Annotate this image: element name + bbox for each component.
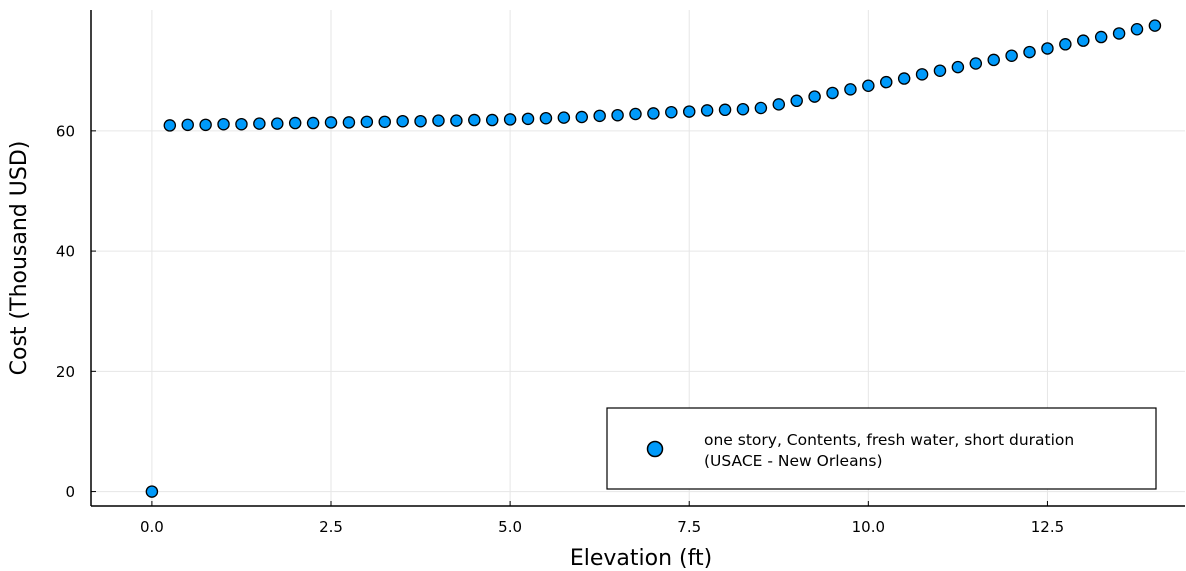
data-point [253, 117, 266, 130]
data-point [1112, 27, 1126, 40]
data-point [1094, 30, 1108, 44]
data-point [772, 98, 786, 111]
data-point [718, 103, 732, 117]
grid [91, 10, 1185, 506]
y-tick-label: 20 [56, 363, 75, 381]
data-point [790, 94, 803, 108]
data-point [539, 111, 553, 125]
legend-label-line-1: one story, Contents, fresh water, short … [704, 431, 1074, 449]
x-tick-label: 12.5 [1031, 518, 1064, 536]
data-point [324, 116, 338, 129]
data-point [754, 101, 768, 115]
data-point [181, 118, 194, 132]
data-point [145, 485, 159, 498]
data-point [862, 79, 875, 93]
data-point [1041, 42, 1054, 55]
data-point [987, 53, 1000, 67]
data-point [897, 72, 911, 85]
data-point [1005, 49, 1018, 62]
ticks: 0.0 2.5 5.0 7.5 10.0 12.5 0 20 40 60 [56, 122, 1064, 536]
data-point [468, 113, 481, 127]
data-point [682, 105, 696, 118]
y-tick-label: 60 [56, 122, 75, 140]
data-point [647, 107, 660, 120]
data-point [485, 113, 499, 127]
data-point [271, 117, 284, 130]
data-point [665, 105, 678, 119]
data-point [736, 102, 750, 116]
data-point [217, 117, 230, 131]
data-point [1059, 38, 1072, 51]
legend-marker [646, 440, 664, 458]
data-point [163, 119, 177, 132]
data-point [593, 109, 606, 123]
data-point [414, 114, 427, 128]
data-point [1130, 22, 1144, 36]
legend: one story, Contents, fresh water, short … [606, 407, 1157, 490]
y-axis-title: Cost (Thousand USD) [7, 141, 32, 376]
data-point [951, 60, 965, 74]
data-point [378, 115, 391, 129]
data-point [450, 114, 463, 127]
data-point [611, 108, 624, 122]
legend-box [606, 407, 1157, 490]
data-point [844, 83, 857, 96]
y-tick-label: 0 [65, 483, 75, 501]
data-point [360, 115, 374, 129]
x-tick-label: 2.5 [319, 518, 343, 536]
data-point [1077, 34, 1090, 47]
data-point [235, 117, 248, 131]
data-point [288, 116, 302, 130]
data-point [503, 113, 517, 126]
x-tick-label: 5.0 [498, 518, 522, 536]
data-point [933, 64, 947, 77]
data-point [575, 110, 589, 124]
axes [90, 10, 1185, 507]
legend-label-line-2: (USACE - New Orleans) [704, 452, 883, 470]
x-tick-label: 7.5 [677, 518, 701, 536]
data-point [521, 112, 535, 126]
data-point [1148, 19, 1162, 32]
data-point [432, 114, 445, 127]
data-point [629, 107, 642, 121]
data-point [879, 75, 893, 89]
data-point [342, 116, 356, 129]
data-point [915, 68, 929, 81]
x-tick-label: 0.0 [140, 518, 164, 536]
data-point [306, 116, 320, 130]
x-tick-label: 10.0 [852, 518, 885, 536]
data-point [808, 90, 821, 103]
data-point [1023, 45, 1036, 59]
y-tick-label: 40 [56, 243, 75, 261]
data-point [969, 57, 983, 70]
data-point [396, 114, 409, 128]
data-points [145, 19, 1162, 498]
data-point [199, 118, 212, 132]
data-point [700, 104, 714, 117]
data-point [557, 111, 571, 124]
x-axis-title: Elevation (ft) [570, 546, 712, 571]
data-point [826, 86, 839, 100]
